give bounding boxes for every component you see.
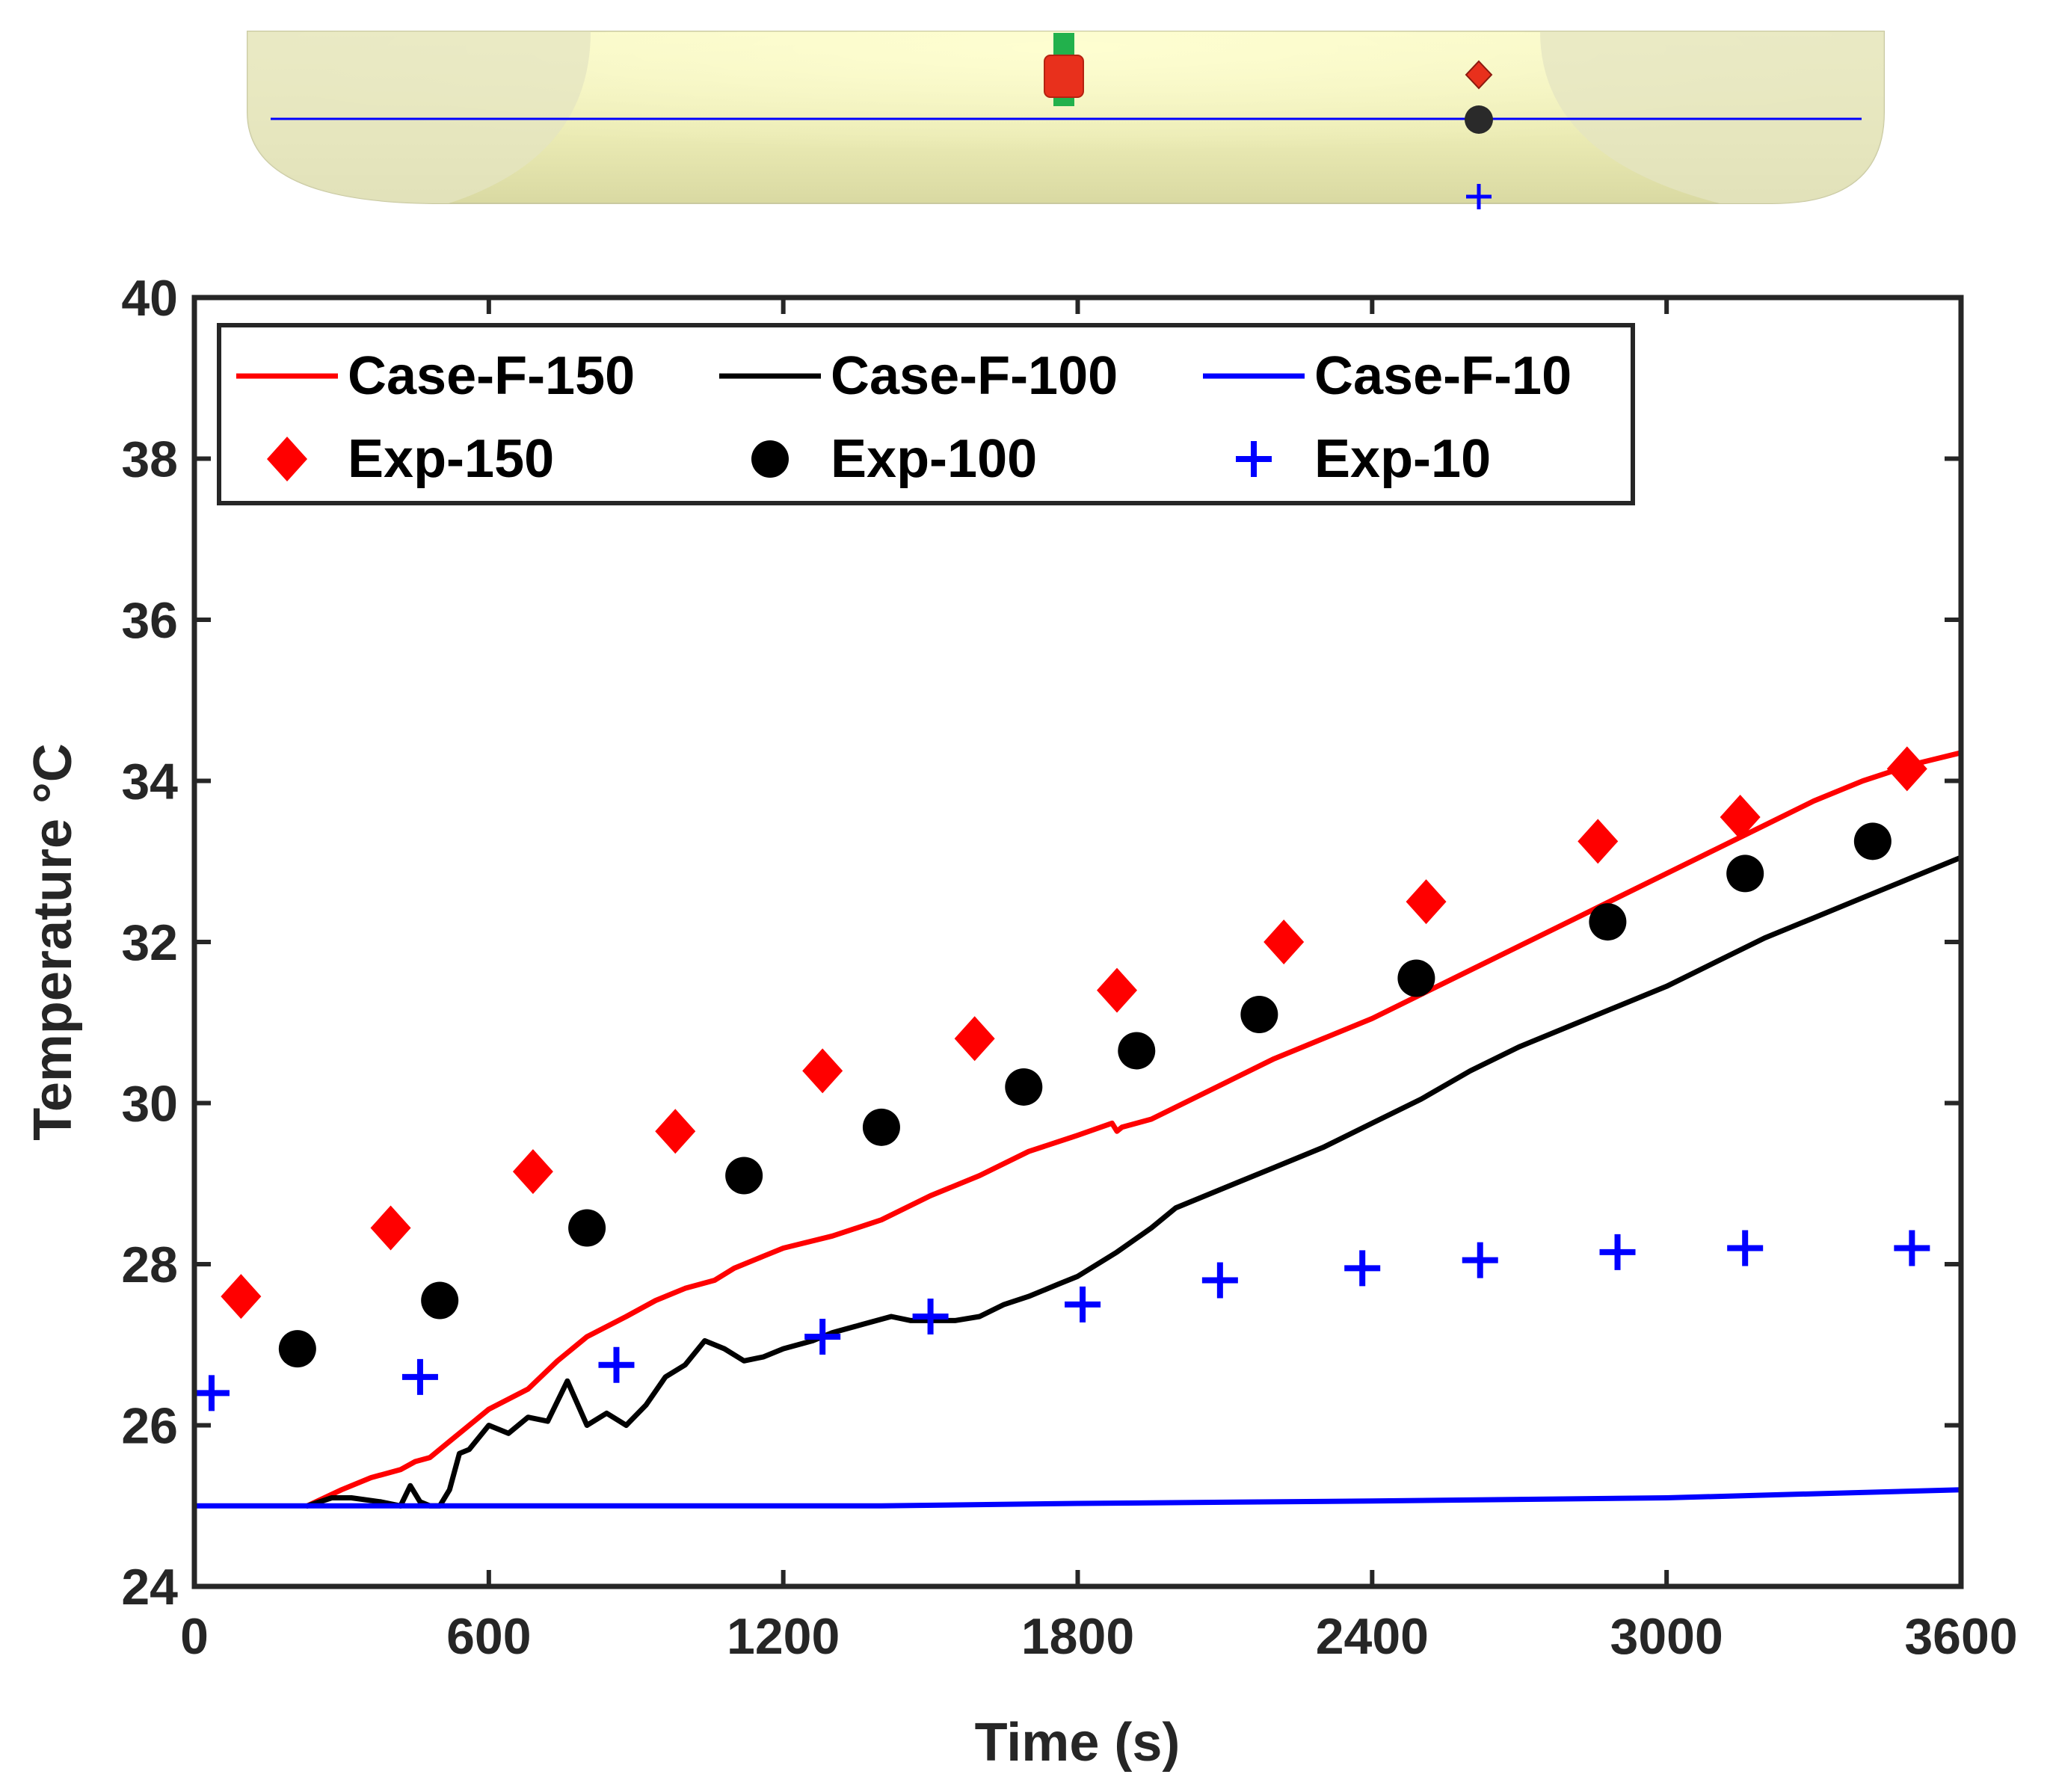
plot-background [194, 298, 1961, 1586]
marker-exp-150-0 [221, 1274, 262, 1320]
marker-exp-150-10 [1720, 794, 1761, 840]
x-tick-label-4: 2400 [1316, 1608, 1429, 1665]
x-tick-label-0: 0 [180, 1608, 209, 1665]
tank-schematic [247, 31, 1885, 209]
marker-exp-10-7 [1344, 1250, 1381, 1287]
marker-exp-150-11 [1886, 746, 1927, 792]
x-tick-label-5: 3000 [1610, 1608, 1723, 1665]
y-tick-label-2: 28 [121, 1237, 178, 1293]
y-axis-label: Temperature °C [23, 743, 83, 1141]
y-tick-label-4: 32 [121, 914, 178, 971]
legend-label-exp-150: Exp-150 [348, 429, 554, 489]
sensor-100-marker [1465, 105, 1493, 134]
marker-exp-150-7 [1263, 920, 1305, 964]
marker-exp-100-5 [1005, 1068, 1043, 1106]
marker-exp-150-9 [1577, 819, 1619, 864]
legend-box [217, 323, 1635, 505]
sensor-10-marker [1466, 184, 1492, 209]
marker-exp-150-6 [1097, 967, 1138, 1013]
marker-exp-10-3 [804, 1318, 841, 1355]
marker-exp-150-1 [370, 1205, 411, 1251]
marker-exp-100-3 [725, 1157, 763, 1195]
marker-exp-100-4 [862, 1108, 900, 1146]
y-tick-label-1: 26 [121, 1398, 178, 1455]
marker-exp-100-10 [1726, 855, 1764, 893]
marker-exp-100-2 [568, 1209, 606, 1247]
y-tick-label-5: 34 [121, 754, 178, 810]
marker-exp-100-6 [1118, 1032, 1156, 1070]
marker-exp-10-10 [1727, 1230, 1764, 1266]
series-line-case-f-150 [304, 750, 1964, 1509]
sensor-150-marker [1465, 60, 1493, 90]
marker-exp-10-9 [1599, 1234, 1636, 1270]
marker-exp-10-1 [401, 1358, 438, 1395]
y-tick-label-0: 24 [121, 1559, 178, 1616]
legend-swatch-exp-10 [1236, 441, 1272, 477]
marker-exp-100-11 [1853, 822, 1892, 860]
marker-exp-10-11 [1894, 1230, 1930, 1266]
marker-exp-150-3 [655, 1109, 696, 1154]
marker-exp-150-8 [1406, 879, 1447, 925]
x-tick-label-3: 1800 [1021, 1608, 1134, 1665]
x-tick-labels: 0 600 1200 1800 2400 3000 3600 [180, 1608, 2018, 1665]
y-tick-label-6: 36 [121, 592, 178, 649]
marker-exp-10-8 [1462, 1242, 1498, 1278]
plot-frame [191, 295, 1964, 1589]
marker-exp-10-6 [1201, 1262, 1238, 1299]
marker-exp-10-0 [193, 1375, 230, 1411]
marker-exp-100-1 [421, 1281, 459, 1320]
marker-exp-100-7 [1240, 995, 1278, 1033]
legend-swatch-exp-150 [267, 437, 307, 481]
marker-exp-150-2 [512, 1149, 553, 1195]
legend-label-case-f-10: Case-F-10 [1314, 346, 1572, 406]
series-line-case-f-100 [304, 855, 1964, 1509]
tank-left-dome [247, 31, 591, 203]
series-lines [191, 750, 1964, 1509]
x-axis-label: Time (s) [975, 1713, 1181, 1773]
legend-label-case-f-100: Case-F-100 [831, 346, 1118, 406]
y-tick-label-8: 40 [121, 270, 178, 327]
marker-exp-10-4 [912, 1299, 949, 1335]
marker-exp-100-9 [1589, 903, 1627, 941]
marker-exp-10-5 [1065, 1286, 1101, 1323]
plot-area: 0 600 1200 1800 2400 3000 3600 24 26 28 30 32 34 36 3… [121, 270, 2017, 1665]
legend-label-case-f-150: Case-F-150 [348, 346, 635, 406]
tank-right-dome [1540, 31, 1884, 203]
heater-red [1044, 55, 1084, 98]
y-tick-labels: 24 26 28 30 32 34 36 38 40 [121, 270, 178, 1616]
legend-swatch-exp-100 [751, 440, 789, 478]
y-tick-label-7: 38 [121, 431, 178, 488]
legend: Case-F-150 Case-F-100 Case-F-10 Exp-150 … [217, 323, 1635, 505]
x-tick-label-1: 600 [446, 1608, 531, 1665]
marker-exp-100-8 [1397, 959, 1435, 997]
series-markers [193, 746, 1930, 1411]
legend-label-exp-10: Exp-10 [1314, 429, 1491, 489]
marker-exp-150-5 [954, 1016, 995, 1062]
marker-exp-10-2 [598, 1346, 635, 1383]
x-tick-label-6: 3600 [1904, 1608, 2017, 1665]
y-tick-label-3: 30 [121, 1076, 178, 1133]
marker-exp-100-0 [278, 1330, 316, 1368]
marker-exp-150-4 [802, 1048, 843, 1094]
legend-label-exp-100: Exp-100 [831, 429, 1037, 489]
x-tick-label-2: 1200 [727, 1608, 840, 1665]
series-line-case-f-10 [191, 1487, 1964, 1509]
